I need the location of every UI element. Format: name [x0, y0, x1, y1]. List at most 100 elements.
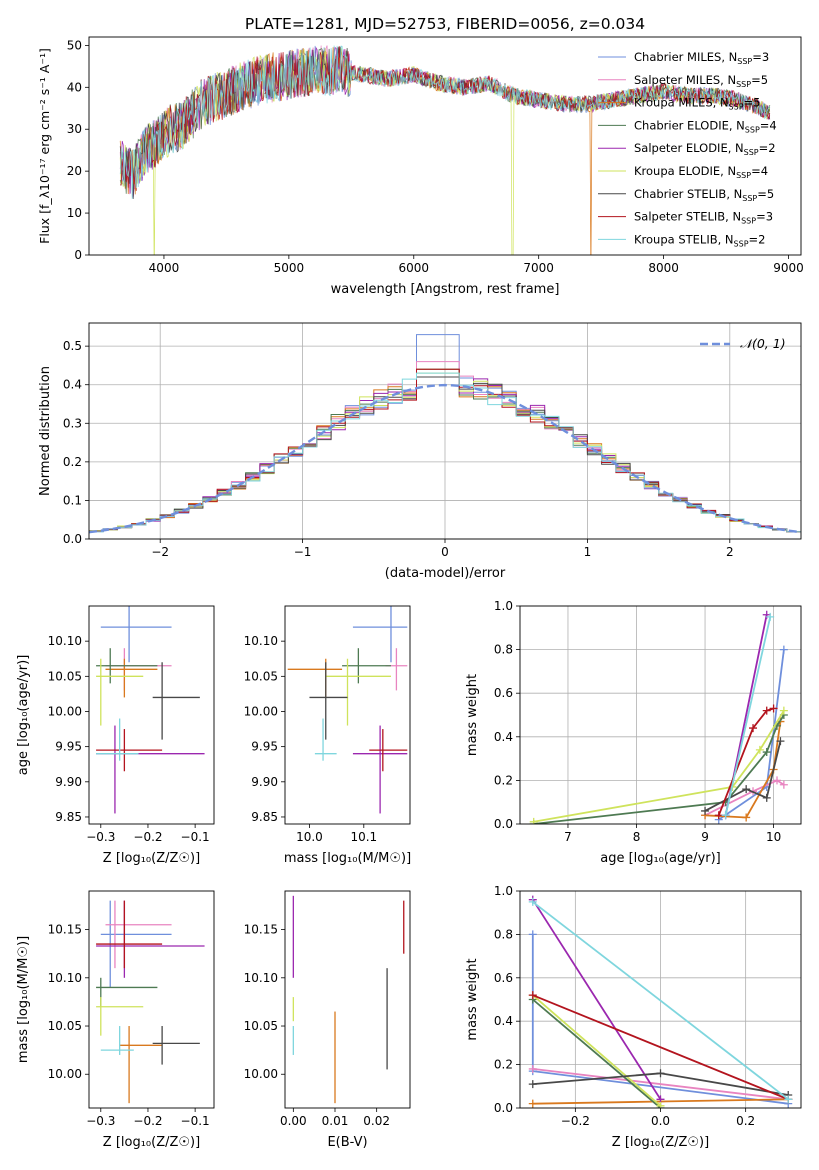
y-tick-label: 10: [67, 206, 82, 220]
x-tick-label: 0.2: [736, 1114, 755, 1128]
gaussian-reference-curve: [89, 383, 801, 534]
plot-area: [96, 606, 205, 814]
x-tick-label: 0.00: [280, 1114, 307, 1128]
y-tick-label: 10.00: [48, 1067, 82, 1081]
weight-line: [532, 994, 789, 1101]
axes-frame: [284, 890, 411, 1109]
y-tick-label: 0.6: [494, 686, 513, 700]
weight-line: [704, 779, 785, 817]
legend-label: Chabrier MILES, NSSP=3: [634, 50, 769, 66]
y-tick-label: 0: [74, 248, 82, 262]
x-tick-label: 2: [726, 545, 734, 559]
y-tick-label: 30: [67, 122, 82, 136]
x-axis-label: Z [log₁₀(Z/Z☉)]: [103, 851, 200, 866]
weight-line: [532, 994, 662, 1107]
x-tick-label: 0.0: [651, 1114, 670, 1128]
y-tick-label: 0.4: [494, 1014, 513, 1028]
legend-label-sub: SSP: [745, 125, 760, 134]
weight-line: [533, 710, 785, 823]
panel-weight_vs_age: 7 8 9 10 0.0 0.2 0.4 0.6 0.8 1.0 age [log₁₀(age/yr…: [465, 599, 802, 866]
y-axis-label: mass weight: [465, 674, 480, 756]
x-tick-label: 10.1: [350, 830, 377, 844]
weight-marker: [656, 1101, 665, 1108]
x-tick-label: 8000: [648, 261, 679, 275]
legend-label: Salpeter STELIB, NSSP=3: [634, 210, 773, 226]
y-tick-label: 10.05: [244, 1019, 278, 1033]
legend-label-value: =5: [751, 73, 768, 87]
weight-marker: [529, 817, 538, 824]
weight-marker: [773, 776, 782, 785]
x-tick-label: 10.0: [296, 830, 323, 844]
plot-area: [89, 334, 801, 534]
x-tick-label: −0.2: [133, 830, 162, 844]
x-tick-label: 9: [701, 830, 709, 844]
y-tick-label: 0.4: [494, 730, 513, 744]
y-tick-label: 0.0: [494, 1101, 513, 1115]
spectrum-line: [119, 45, 771, 199]
weight-marker: [656, 1069, 665, 1078]
x-tick-label: −0.3: [86, 830, 115, 844]
x-tick-label: −0.2: [133, 1114, 162, 1128]
legend-label-value: =2: [759, 141, 776, 155]
x-axis-label: age [log₁₀(age/yr)]: [600, 851, 721, 866]
y-axis-label: age [log₁₀(age/yr)]: [16, 655, 31, 776]
weight-marker: [528, 1080, 537, 1089]
x-tick-label: 8: [633, 830, 641, 844]
weight-line: [532, 998, 662, 1108]
axes-frame: [284, 605, 411, 825]
weight-marker: [528, 1099, 537, 1108]
x-tick-label: 7: [564, 830, 572, 844]
weight-marker: [779, 706, 788, 715]
y-tick-label: 50: [67, 38, 82, 52]
histogram-step: [89, 372, 801, 534]
x-axis-label: wavelength [Angstrom, rest frame]: [331, 282, 560, 297]
y-tick-label: 10.10: [244, 634, 278, 648]
plot-area: [96, 900, 205, 1104]
weight-marker: [742, 813, 751, 822]
legend-label-value: =4: [751, 164, 768, 178]
weight-marker: [528, 991, 537, 1000]
y-tick-label: 10.15: [244, 923, 278, 937]
legend-label: Kroupa ELODIE, NSSP=4: [634, 164, 768, 180]
legend-label-sub: SSP: [736, 80, 751, 89]
y-tick-label: 1.0: [494, 884, 513, 898]
x-tick-label: 0.02: [363, 1114, 390, 1128]
weight-marker: [528, 897, 537, 906]
panel-weight_vs_Z: −0.2 0.0 0.2 0.0 0.2 0.4 0.6 0.8 1.0 Z [log₁₀(Z/Z…: [465, 884, 802, 1150]
panel-spectrum: 4000 5000 6000 7000 8000 9000 0 10 20 30 40 50 wavel…: [37, 36, 804, 297]
y-tick-label: 10.05: [244, 669, 278, 683]
legend-label-sub: SSP: [744, 148, 759, 157]
legend-label-value: =4: [760, 118, 777, 132]
plot-area: [119, 45, 771, 255]
weight-marker: [784, 1095, 793, 1104]
y-tick-label: 0.3: [63, 416, 82, 430]
plot-area: [292, 895, 405, 1104]
y-tick-label: 10.00: [244, 704, 278, 718]
axes-frame: [88, 605, 215, 825]
weight-line: [532, 901, 789, 1101]
legend-label-main: Salpeter ELODIE, N: [634, 141, 744, 155]
legend-label: Chabrier STELIB, NSSP=5: [634, 187, 774, 203]
y-tick-label: 0.4: [63, 378, 82, 392]
weight-marker: [766, 612, 775, 621]
x-axis-label: Z [log₁₀(Z/Z☉)]: [612, 1135, 709, 1150]
y-tick-label: 20: [67, 164, 82, 178]
legend-label-main: Kroupa STELIB, N: [634, 232, 734, 246]
plot-area: [529, 610, 788, 824]
weight-marker: [742, 785, 751, 794]
x-tick-label: −0.2: [561, 1114, 590, 1128]
y-tick-label: 40: [67, 80, 82, 94]
y-tick-label: 0.0: [63, 532, 82, 546]
y-axis-label: Flux [f_λ10⁻¹⁷ erg cm⁻² s⁻¹ A⁻¹]: [37, 48, 52, 244]
weight-marker: [779, 645, 788, 654]
legend-label: Salpeter ELODIE, NSSP=2: [634, 141, 776, 157]
legend-label-main: Kroupa MILES, N: [634, 96, 729, 110]
x-axis-label: mass [log₁₀(M/M☉)]: [284, 851, 411, 866]
legend-label-main: Kroupa ELODIE, N: [634, 164, 736, 178]
figure-title: PLATE=1281, MJD=52753, FIBERID=0056, z=0…: [245, 15, 645, 33]
y-tick-label: 0.0: [494, 817, 513, 831]
panel-age_vs_mass: 10.0 10.1 9.85 9.90 9.95 10.00 10.05 10.10 mass …: [244, 605, 411, 866]
panel-residuals: −2 −1 0 1 2 0.0 0.1 0.2 0.3 0.4 0.5 (data-model)/er…: [38, 322, 802, 581]
y-tick-label: 9.95: [55, 740, 82, 754]
